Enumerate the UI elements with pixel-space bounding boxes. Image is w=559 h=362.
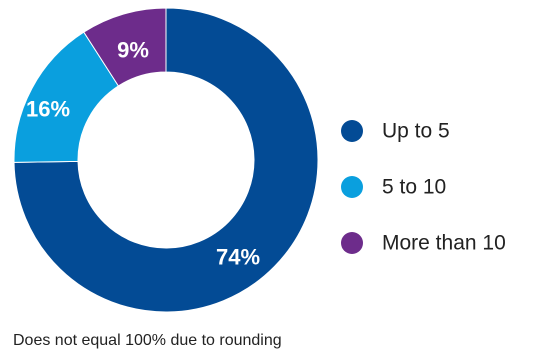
donut-slice-labels: 74% 16% 9% bbox=[26, 38, 260, 270]
slice-data-label: 9% bbox=[117, 38, 149, 63]
legend-swatch bbox=[341, 120, 363, 142]
legend-swatch bbox=[341, 176, 363, 198]
donut-slice-more-than-10 bbox=[83, 7, 167, 87]
donut-slice-up-to-5 bbox=[13, 7, 319, 313]
slice-data-label: 16% bbox=[26, 97, 70, 122]
chart-footnote: Does not equal 100% due to rounding bbox=[13, 332, 282, 349]
legend: Up to 5 5 to 10 More than 10 bbox=[341, 120, 506, 255]
legend-label: 5 to 10 bbox=[382, 176, 446, 199]
donut-slices bbox=[13, 7, 319, 313]
legend-label: More than 10 bbox=[382, 232, 506, 255]
slice-data-label: 74% bbox=[216, 245, 260, 270]
legend-label: Up to 5 bbox=[382, 120, 450, 143]
legend-swatch bbox=[341, 232, 363, 254]
